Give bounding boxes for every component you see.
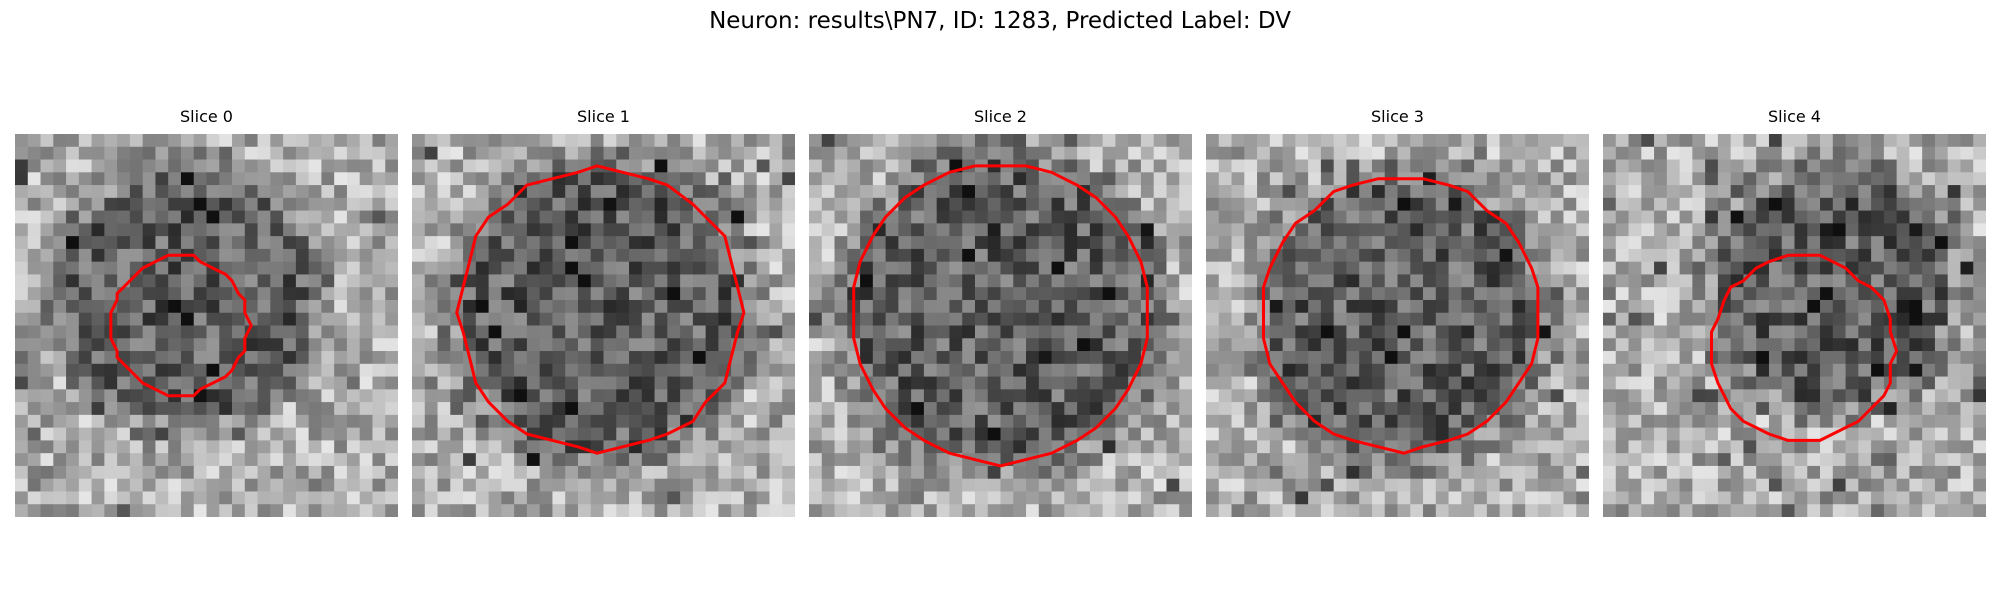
pixel-grid [809,134,1192,517]
slice-title: Slice 3 [1371,107,1424,126]
soma-contour [852,164,1149,468]
slice-image [809,134,1192,517]
slice-image [412,134,795,517]
soma-contour [455,164,746,455]
pixel-grid [1206,134,1589,517]
slice-title: Slice 0 [180,107,233,126]
slice-image [1603,134,1986,517]
pixel-grid [1603,134,1986,517]
slice-title: Slice 2 [974,107,1027,126]
slice-image [15,134,398,517]
slice-image [1206,134,1589,517]
slice-title: Slice 1 [577,107,630,126]
figure-title: Neuron: results\PN7, ID: 1283, Predicted… [709,8,1291,34]
pixel-grid [412,134,795,517]
soma-contour [1710,253,1899,442]
pixel-grid [15,134,398,517]
soma-contour [1262,177,1540,455]
soma-contour [109,253,253,398]
slice-title: Slice 4 [1768,107,1821,126]
